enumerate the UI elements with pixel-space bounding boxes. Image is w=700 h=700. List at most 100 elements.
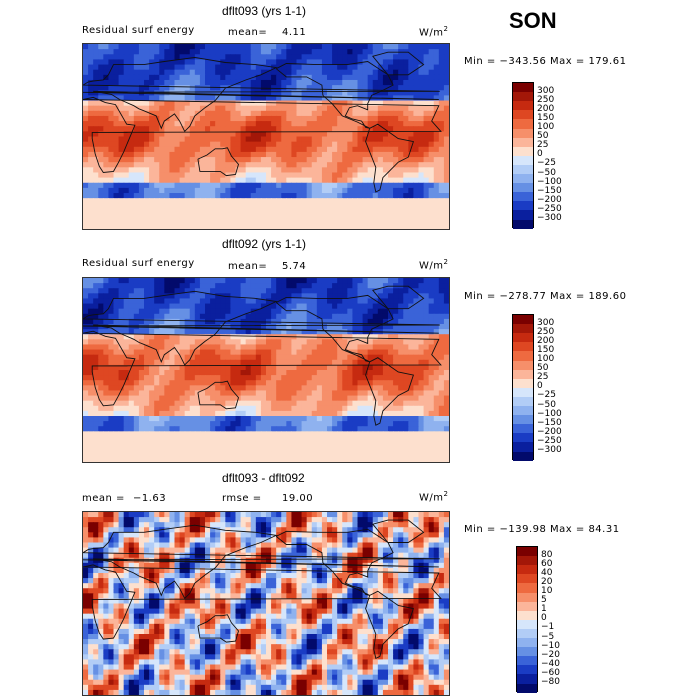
map-cell xyxy=(301,395,308,402)
map-cell xyxy=(255,385,262,392)
map-cell xyxy=(138,105,145,112)
map-cell xyxy=(413,344,420,351)
map-cell xyxy=(352,339,359,346)
map-cell xyxy=(240,54,247,61)
map-cell xyxy=(169,121,176,127)
map-cell xyxy=(276,339,282,346)
map-cell xyxy=(388,182,394,189)
map-cell xyxy=(438,375,445,381)
map-cell xyxy=(418,115,425,122)
map-cell xyxy=(205,308,211,315)
map-cell xyxy=(311,283,318,289)
map-cell xyxy=(357,385,364,392)
map-cell xyxy=(413,162,420,168)
map-cell xyxy=(255,395,262,402)
map-cell xyxy=(408,131,415,138)
map-cell xyxy=(189,390,196,397)
map-cell xyxy=(199,136,206,143)
map-cell xyxy=(245,157,252,163)
map-cell xyxy=(393,74,399,81)
map-cell xyxy=(443,334,449,340)
map-cell xyxy=(433,187,440,194)
map-cell xyxy=(184,436,191,443)
map-cell xyxy=(194,95,201,102)
map-cell xyxy=(98,167,104,174)
map-cell xyxy=(423,405,430,412)
map-cell xyxy=(255,370,262,376)
map-cell xyxy=(230,421,237,427)
map-cell xyxy=(205,95,211,102)
map-cell xyxy=(372,431,379,438)
map-cell xyxy=(93,49,99,55)
map-cell xyxy=(83,375,89,381)
map-cell xyxy=(149,354,155,361)
map-cell xyxy=(108,421,115,427)
map-cell xyxy=(281,278,287,284)
map-cell xyxy=(123,44,130,50)
map-cell xyxy=(362,364,369,371)
map-cell xyxy=(403,400,409,407)
map-cell xyxy=(281,157,287,163)
map-cell xyxy=(245,359,252,366)
map-cell xyxy=(443,400,449,407)
map-cell xyxy=(266,54,272,61)
panel-2-map-field xyxy=(83,278,449,462)
map-cell xyxy=(408,115,415,122)
map-cell xyxy=(255,223,262,229)
map-cell xyxy=(169,167,176,174)
map-cell xyxy=(271,410,277,417)
map-cell xyxy=(250,90,257,96)
map-cell xyxy=(174,318,181,325)
map-cell xyxy=(321,167,328,174)
map-cell xyxy=(159,95,165,102)
map-cell xyxy=(88,115,94,122)
map-cell xyxy=(276,405,282,412)
map-cell xyxy=(118,54,125,61)
map-cell xyxy=(398,223,404,229)
map-cell xyxy=(210,385,216,392)
map-cell xyxy=(281,421,287,427)
map-cell xyxy=(83,278,89,284)
map-cell xyxy=(311,198,318,204)
map-cell xyxy=(367,187,374,194)
map-cell xyxy=(199,421,206,427)
map-cell xyxy=(291,421,298,427)
map-cell xyxy=(149,324,155,330)
map-cell xyxy=(438,344,445,351)
map-cell xyxy=(393,223,399,229)
map-cell xyxy=(215,95,221,102)
map-cell xyxy=(327,364,333,371)
map-cell xyxy=(138,283,145,289)
map-cell xyxy=(327,198,333,204)
map-cell xyxy=(398,74,404,81)
map-cell xyxy=(321,90,328,96)
map-cell xyxy=(113,380,120,386)
map-cell xyxy=(398,141,404,148)
map-cell xyxy=(347,288,354,294)
map-cell xyxy=(215,339,221,346)
map-cell xyxy=(398,167,404,174)
map-cell xyxy=(103,187,110,194)
map-cell xyxy=(337,182,343,189)
panel-1-minmax: Min = −343.56 Max = 179.61 xyxy=(464,56,627,67)
map-cell xyxy=(332,288,338,294)
map-cell xyxy=(438,410,445,417)
map-cell xyxy=(398,344,404,351)
map-cell xyxy=(306,95,313,102)
map-cell xyxy=(388,278,394,284)
map-cell xyxy=(276,370,282,376)
map-cell xyxy=(286,324,293,330)
map-cell xyxy=(321,121,328,127)
map-cell xyxy=(398,218,404,225)
map-cell xyxy=(250,198,257,204)
map-cell xyxy=(347,426,354,432)
map-cell xyxy=(138,395,145,402)
map-cell xyxy=(347,79,354,86)
map-cell xyxy=(184,193,191,199)
map-cell xyxy=(138,436,145,443)
map-cell xyxy=(281,187,287,194)
map-cell xyxy=(438,431,445,438)
map-cell xyxy=(337,395,343,402)
map-cell xyxy=(123,49,130,55)
map-cell xyxy=(388,324,394,330)
